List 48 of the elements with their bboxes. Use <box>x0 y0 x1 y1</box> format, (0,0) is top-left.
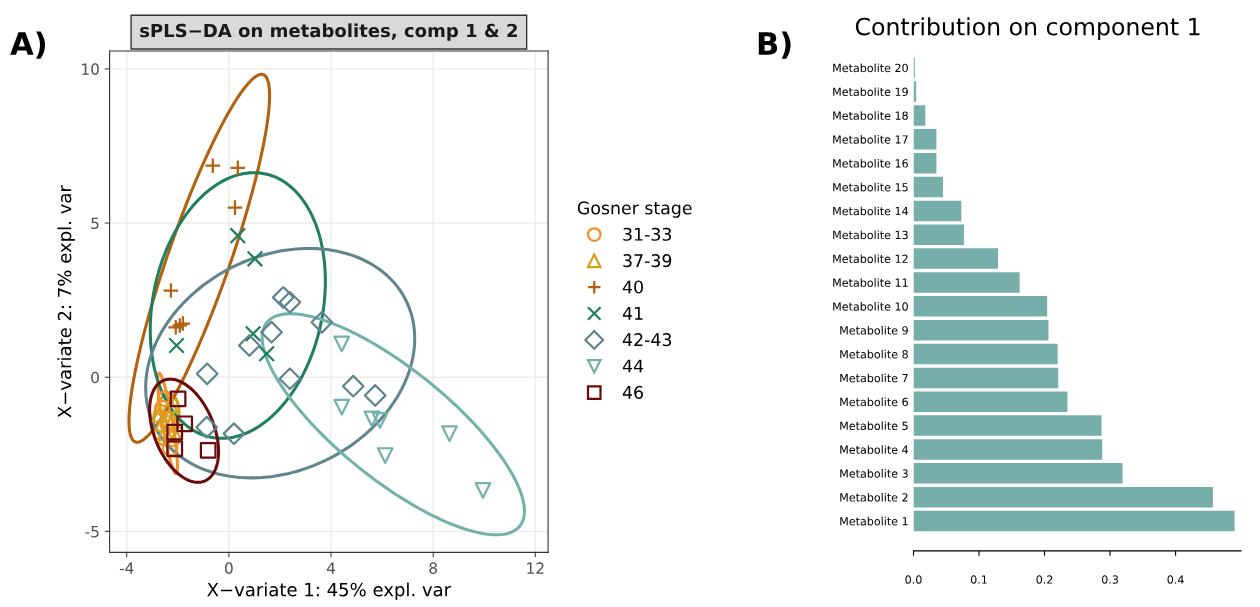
y-tick-label: Metabolite 7 <box>840 373 908 383</box>
x-tick-label: 0.2 <box>1036 575 1053 584</box>
y-tick-label: 0 <box>91 371 99 384</box>
legend-label: 44 <box>622 359 644 373</box>
x-tick-label: 0.4 <box>1167 575 1184 584</box>
y-tick-label: Metabolite 18 <box>833 111 908 120</box>
x-tick-label: 8 <box>429 562 437 574</box>
y-tick-label: Metabolite 8 <box>840 349 908 359</box>
x-tick-label: 0.0 <box>905 575 922 584</box>
y-tick-label: Metabolite 4 <box>840 445 909 454</box>
chart-title: Contribution on component 1 <box>855 17 1200 41</box>
y-tick-label: Metabolite 16 <box>833 158 908 168</box>
y-tick-label: Metabolite 15 <box>833 182 908 192</box>
y-tick-label: Metabolite 19 <box>833 87 908 96</box>
y-tick-label: Metabolite 12 <box>833 254 908 263</box>
y-tick-label: 10 <box>82 63 99 75</box>
y-tick-label: Metabolite 3 <box>840 469 908 478</box>
y-tick-label: Metabolite 6 <box>840 397 908 407</box>
x-tick-label: 0.3 <box>1101 575 1118 584</box>
legend-label: 31-33 <box>623 227 672 241</box>
legend-title: Gosner stage <box>577 201 692 218</box>
y-tick-label: Metabolite 1 <box>840 516 908 526</box>
x-tick-label: -4 <box>119 562 134 574</box>
y-tick-label: Metabolite 20 <box>833 63 908 73</box>
y-tick-label: Metabolite 11 <box>833 278 908 287</box>
y-tick-label: Metabolite 2 <box>840 492 908 502</box>
y-tick-label: -5 <box>85 526 99 538</box>
legend-label: 46 <box>622 385 644 399</box>
y-axis-title: X−variate 2: 7% expl. var <box>57 185 75 418</box>
x-tick-label: 12 <box>527 562 544 574</box>
x-tick-label: 4 <box>326 562 336 574</box>
text: B) <box>758 31 791 59</box>
y-tick-label: Metabolite 10 <box>833 302 908 311</box>
legend-label: 37-39 <box>623 254 672 268</box>
legend-label: 42-43 <box>622 333 672 347</box>
legend-label: 41 <box>622 306 643 320</box>
y-tick-label: Metabolite 14 <box>833 206 909 216</box>
x-tick-label: 0.1 <box>970 575 987 584</box>
y-tick-label: Metabolite 17 <box>833 135 908 144</box>
x-axis-title: X−variate 1: 45% expl. var <box>207 582 452 600</box>
legend-label: 40 <box>622 280 643 294</box>
x-tick-label: 0 <box>225 562 233 574</box>
y-tick-label: 5 <box>91 217 99 230</box>
y-tick-label: Metabolite 13 <box>833 230 908 240</box>
y-tick-label: Metabolite 5 <box>840 421 908 430</box>
y-tick-label: Metabolite 9 <box>840 325 908 335</box>
chart-title: sPLS−DA on metabolites, comp 1 & 2 <box>140 23 517 41</box>
text: A) <box>10 31 46 59</box>
